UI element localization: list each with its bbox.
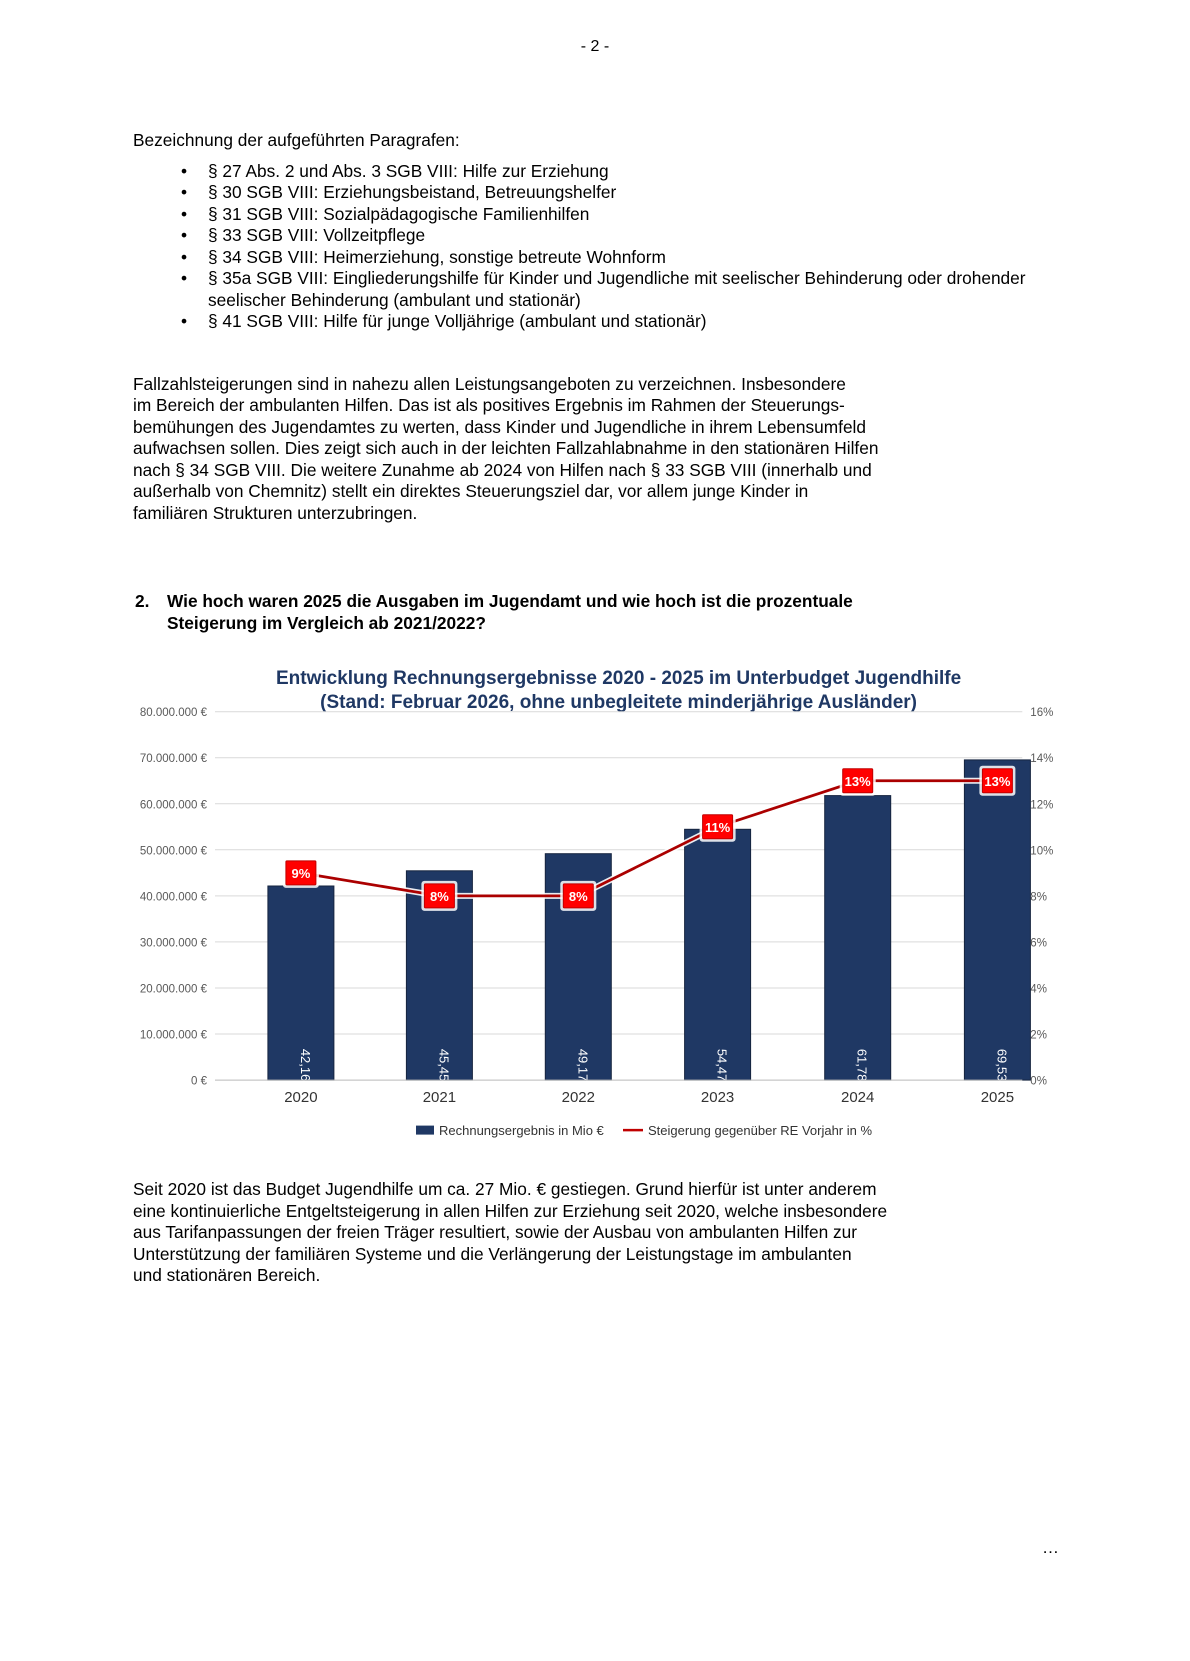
svg-text:2025: 2025	[981, 1089, 1014, 1106]
svg-text:0 €: 0 €	[191, 1076, 208, 1088]
svg-text:Steigerung gegenüber RE Vorjah: Steigerung gegenüber RE Vorjahr in %	[648, 1123, 872, 1138]
svg-text:69,53: 69,53	[994, 1049, 1009, 1082]
svg-text:10.000.000 €: 10.000.000 €	[140, 1030, 208, 1042]
svg-text:2021: 2021	[423, 1089, 456, 1106]
svg-text:70.000.000 €: 70.000.000 €	[140, 753, 208, 765]
svg-text:0%: 0%	[1030, 1076, 1047, 1088]
svg-text:14%: 14%	[1030, 753, 1053, 765]
svg-text:8%: 8%	[1030, 891, 1047, 903]
svg-text:2020: 2020	[284, 1089, 317, 1106]
svg-text:2022: 2022	[562, 1089, 595, 1106]
svg-text:2024: 2024	[841, 1089, 874, 1106]
svg-text:13%: 13%	[845, 774, 871, 789]
svg-text:9%: 9%	[292, 866, 311, 881]
svg-text:2%: 2%	[1030, 1030, 1047, 1042]
svg-text:8%: 8%	[569, 889, 588, 904]
svg-text:54,47: 54,47	[715, 1049, 730, 1082]
svg-text:10%: 10%	[1030, 845, 1053, 857]
svg-text:13%: 13%	[984, 774, 1010, 789]
svg-text:8%: 8%	[430, 889, 449, 904]
svg-text:60.000.000 €: 60.000.000 €	[140, 799, 208, 811]
svg-text:40.000.000 €: 40.000.000 €	[140, 891, 208, 903]
svg-text:61,78: 61,78	[855, 1049, 870, 1082]
svg-text:80.000.000 €: 80.000.000 €	[140, 707, 208, 719]
svg-text:4%: 4%	[1030, 984, 1047, 996]
svg-text:49,17: 49,17	[575, 1049, 590, 1082]
svg-text:20.000.000 €: 20.000.000 €	[140, 984, 208, 996]
svg-text:42,16: 42,16	[298, 1049, 313, 1082]
svg-text:16%: 16%	[1030, 707, 1053, 719]
svg-text:2023: 2023	[701, 1089, 734, 1106]
svg-text:12%: 12%	[1030, 799, 1053, 811]
svg-text:45,45: 45,45	[436, 1049, 451, 1082]
svg-text:11%: 11%	[705, 820, 731, 835]
svg-text:50.000.000 €: 50.000.000 €	[140, 845, 208, 857]
svg-text:6%: 6%	[1030, 937, 1047, 949]
svg-text:30.000.000 €: 30.000.000 €	[140, 937, 208, 949]
svg-text:Entwicklung Rechnungsergebniss: Entwicklung Rechnungsergebnisse 2020 - 2…	[276, 668, 961, 689]
svg-text:(Stand: Februar 2026, ohne unb: (Stand: Februar 2026, ohne unbegleitete …	[320, 692, 917, 713]
svg-text:Rechnungsergebnis in Mio €: Rechnungsergebnis in Mio €	[439, 1123, 605, 1138]
